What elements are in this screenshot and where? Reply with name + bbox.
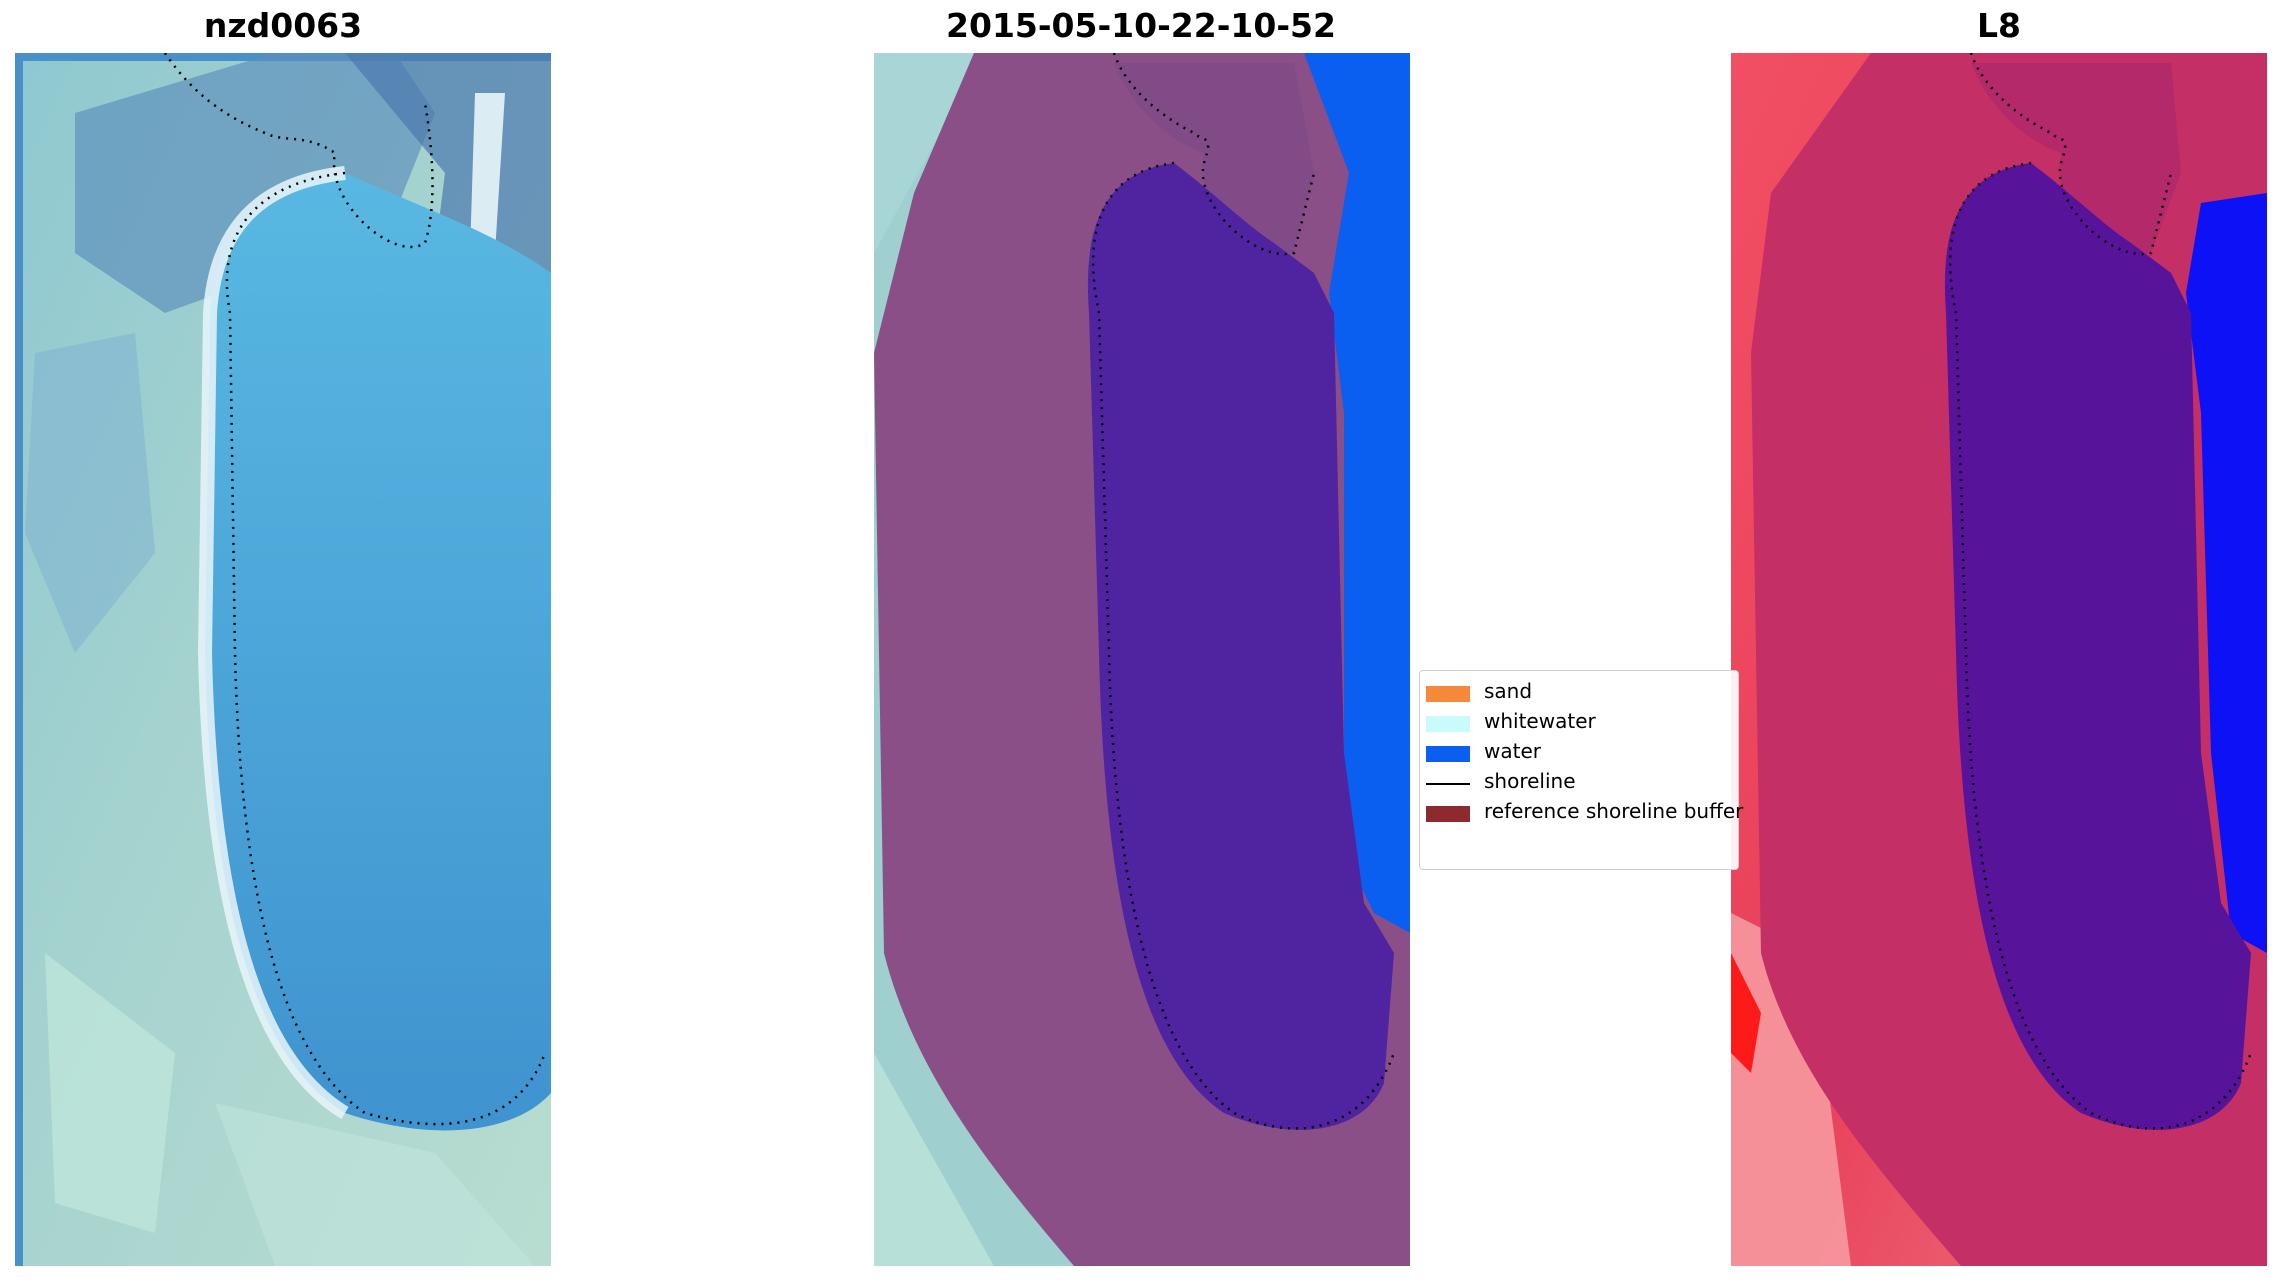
legend-label: reference shoreline buffer <box>1484 799 1744 823</box>
legend-item-whitewater: whitewater <box>1420 707 1740 737</box>
legend-item-shoreline: shoreline <box>1420 767 1740 797</box>
mndwi-image-panel <box>1731 53 2267 1266</box>
legend-item-reference-buffer: reference shoreline buffer <box>1420 797 1744 827</box>
legend-item-water: water <box>1420 737 1740 767</box>
legend: sand whitewater water shoreline referenc… <box>1419 670 1744 870</box>
water-swatch <box>1426 746 1470 762</box>
legend-label: sand <box>1484 679 1533 703</box>
classified-image-panel <box>874 53 1410 1266</box>
panel-title-1: nzd0063 <box>203 6 363 45</box>
sand-swatch <box>1426 686 1470 702</box>
panel-title-2: 2015-05-10-22-10-52 <box>946 6 1336 45</box>
legend-item-sand: sand <box>1420 677 1740 707</box>
shoreline-line-icon <box>1426 783 1470 785</box>
whitewater-swatch <box>1426 716 1470 732</box>
legend-label: water <box>1484 739 1541 763</box>
buffer-swatch <box>1426 806 1470 822</box>
legend-label: whitewater <box>1484 709 1596 733</box>
legend-label: shoreline <box>1484 769 1576 793</box>
panel-title-3: L8 <box>1977 6 2021 45</box>
rgb-image-panel <box>15 53 551 1266</box>
